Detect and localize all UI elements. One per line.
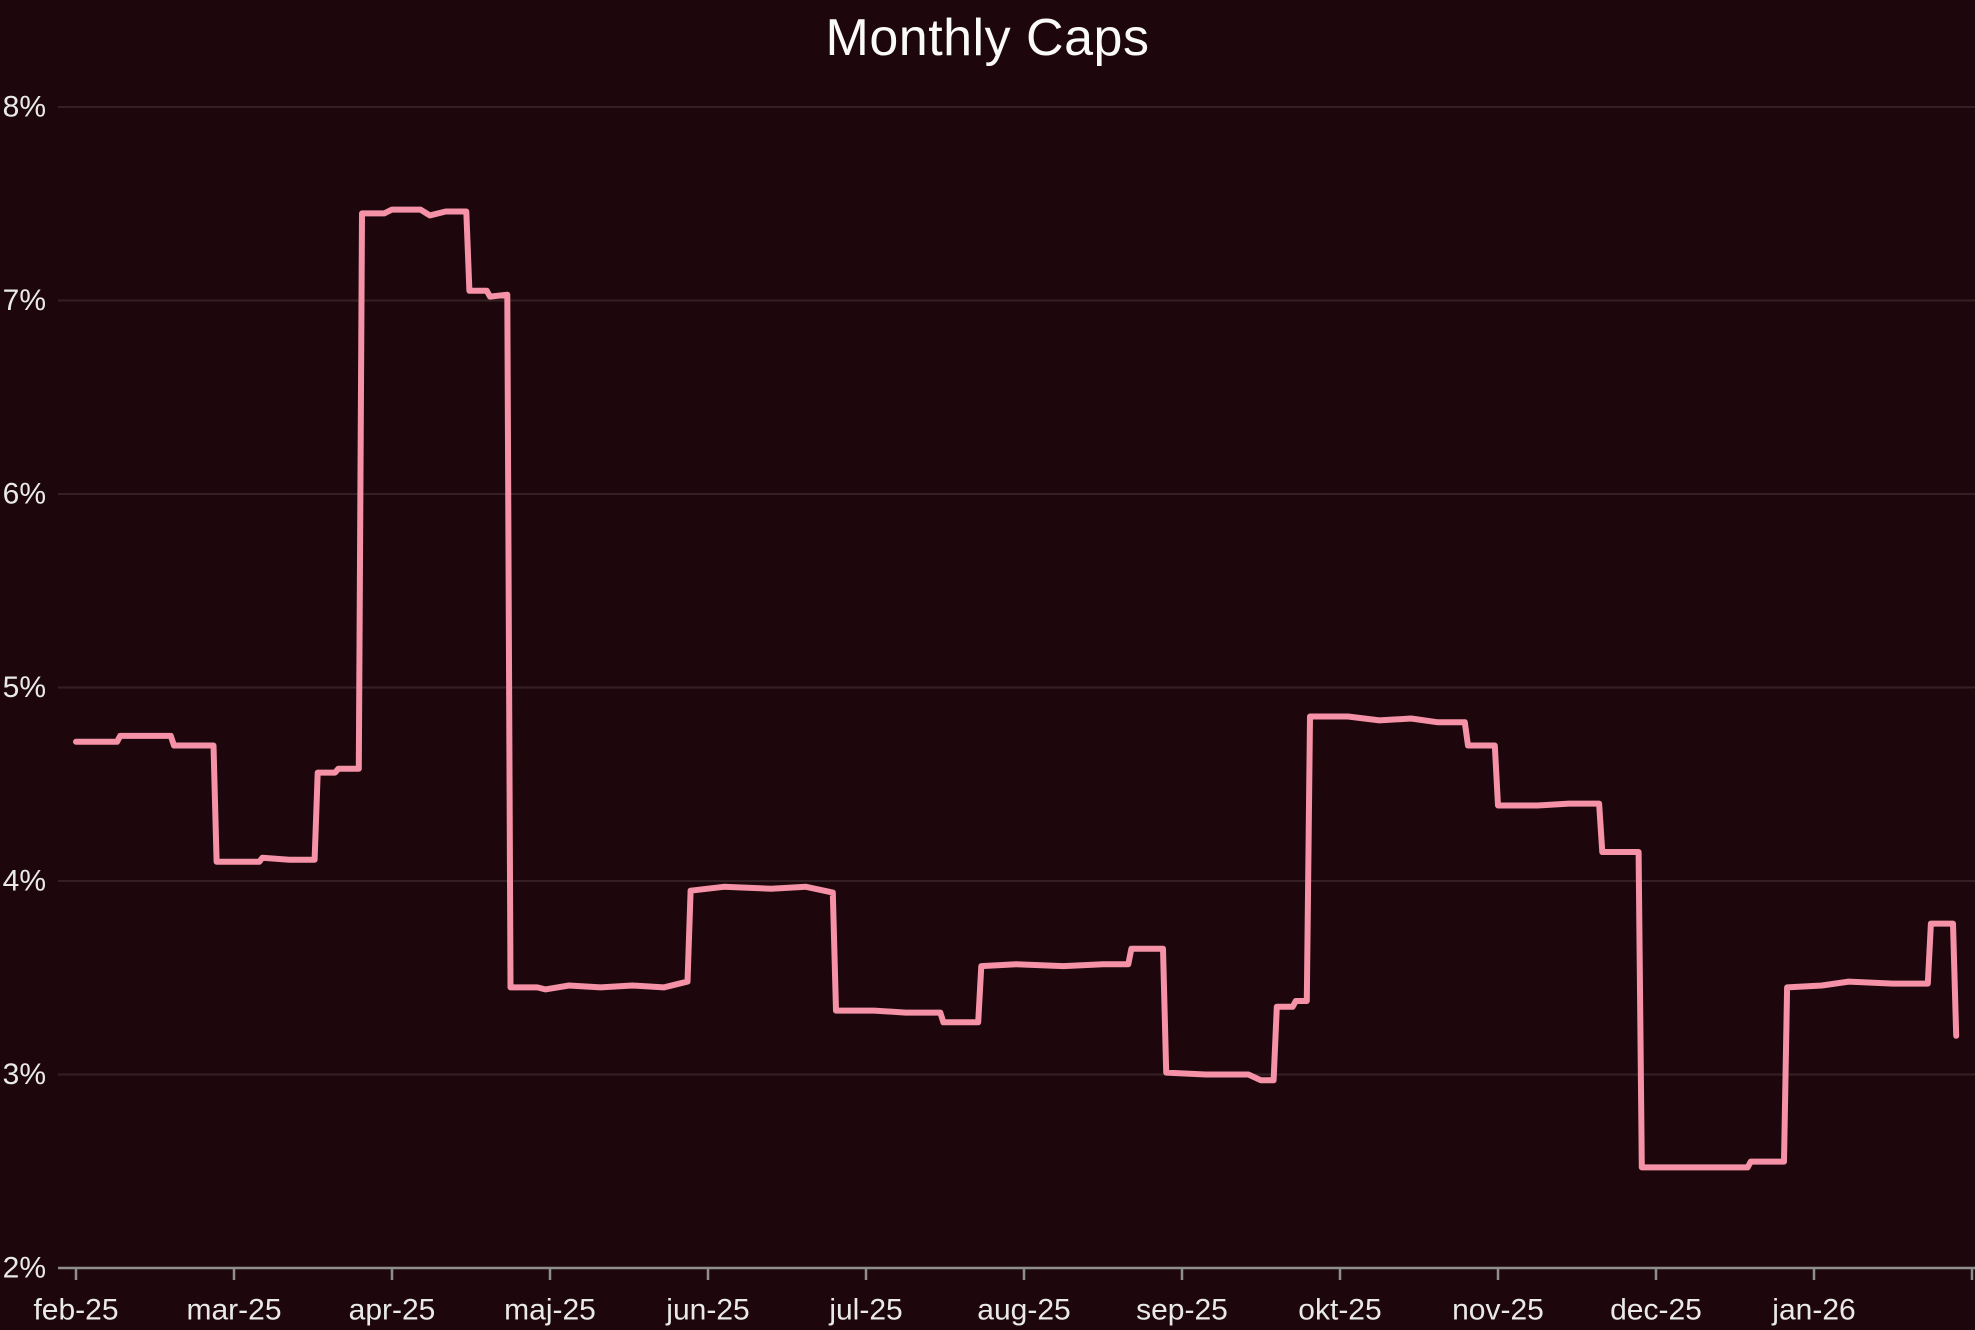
y-tick-label: 7%	[3, 284, 46, 317]
y-tick-label: 5%	[3, 671, 46, 704]
y-tick-label: 8%	[3, 91, 46, 124]
x-tick-label: maj-25	[504, 1294, 596, 1327]
x-tick-label: mar-25	[186, 1294, 281, 1327]
y-tick-label: 6%	[3, 478, 46, 511]
y-tick-label: 2%	[3, 1252, 46, 1285]
x-tick-label: apr-25	[349, 1294, 436, 1327]
x-tick-label: jun-25	[665, 1294, 749, 1327]
series-line	[73, 206, 1960, 1171]
x-tick-label: sep-25	[1136, 1294, 1228, 1327]
x-tick-label: dec-25	[1610, 1294, 1702, 1327]
x-tick-label: nov-25	[1452, 1294, 1544, 1327]
x-tick-label: jul-25	[828, 1294, 902, 1327]
y-tick-label: 3%	[3, 1058, 46, 1091]
x-tick-label: okt-25	[1298, 1294, 1381, 1327]
x-tick-label: feb-25	[33, 1294, 118, 1327]
chart-title: Monthly Caps	[825, 9, 1150, 67]
y-tick-label: 4%	[3, 865, 46, 898]
x-tick-label: jan-26	[1771, 1294, 1855, 1327]
x-tick-label: aug-25	[977, 1294, 1070, 1327]
